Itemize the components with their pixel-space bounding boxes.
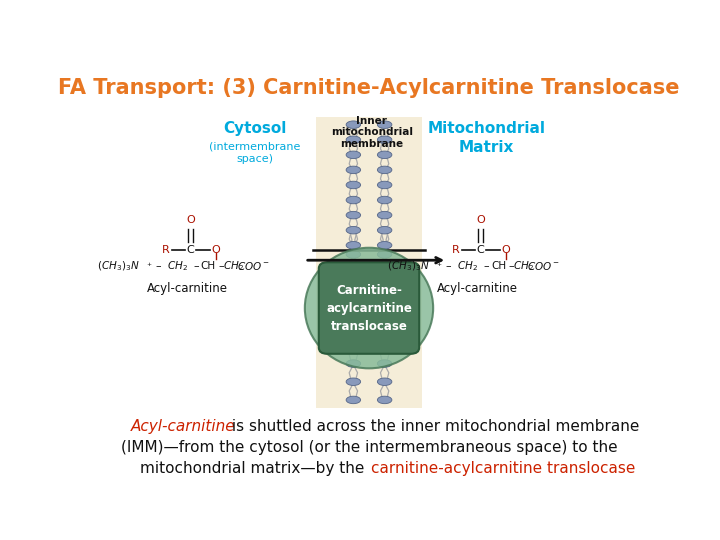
Text: O: O bbox=[186, 215, 195, 225]
Ellipse shape bbox=[346, 269, 361, 276]
Text: $(CH_3)_3N$: $(CH_3)_3N$ bbox=[387, 260, 429, 273]
Text: –: – bbox=[484, 261, 490, 272]
Ellipse shape bbox=[377, 396, 392, 404]
Text: Acyl-carnitine: Acyl-carnitine bbox=[437, 282, 518, 295]
Ellipse shape bbox=[346, 166, 361, 174]
Text: Acyl-carnitine: Acyl-carnitine bbox=[131, 419, 235, 434]
Text: –: – bbox=[194, 261, 199, 272]
Text: R: R bbox=[161, 245, 169, 255]
Ellipse shape bbox=[377, 181, 392, 188]
Ellipse shape bbox=[377, 269, 392, 276]
Ellipse shape bbox=[346, 378, 361, 386]
Text: (intermembrane
space): (intermembrane space) bbox=[209, 141, 300, 164]
Text: FA Transport: (3) Carnitine-Acylcarnitine Translocase: FA Transport: (3) Carnitine-Acylcarnitin… bbox=[58, 78, 680, 98]
Text: $COO^-$: $COO^-$ bbox=[527, 260, 560, 273]
Text: (IMM)—from the cytosol (or the intermembraneous space) to the: (IMM)—from the cytosol (or the intermemb… bbox=[121, 440, 617, 455]
Text: $CH_2$: $CH_2$ bbox=[513, 260, 534, 273]
Text: CH: CH bbox=[491, 261, 506, 272]
Ellipse shape bbox=[346, 136, 361, 144]
Ellipse shape bbox=[346, 211, 361, 219]
Text: Carnitine-
acylcarnitine
translocase: Carnitine- acylcarnitine translocase bbox=[326, 284, 412, 333]
Ellipse shape bbox=[346, 287, 361, 294]
Text: carnitine-acylcarnitine translocase: carnitine-acylcarnitine translocase bbox=[371, 462, 635, 476]
Text: –: – bbox=[156, 261, 161, 272]
Text: –: – bbox=[218, 261, 224, 272]
Ellipse shape bbox=[377, 121, 392, 129]
Ellipse shape bbox=[346, 342, 361, 349]
Ellipse shape bbox=[377, 323, 392, 331]
Ellipse shape bbox=[346, 197, 361, 204]
Text: $CH_2$: $CH_2$ bbox=[457, 260, 478, 273]
Ellipse shape bbox=[377, 151, 392, 159]
Ellipse shape bbox=[346, 181, 361, 188]
Text: $COO^-$: $COO^-$ bbox=[237, 260, 270, 273]
Ellipse shape bbox=[377, 251, 392, 258]
Ellipse shape bbox=[377, 211, 392, 219]
Ellipse shape bbox=[346, 396, 361, 404]
Ellipse shape bbox=[377, 360, 392, 367]
Text: $^+$: $^+$ bbox=[145, 262, 153, 271]
Ellipse shape bbox=[377, 378, 392, 386]
Ellipse shape bbox=[346, 151, 361, 159]
Text: Inner
mitochondrial
membrane: Inner mitochondrial membrane bbox=[330, 116, 413, 148]
Ellipse shape bbox=[346, 360, 361, 367]
Ellipse shape bbox=[377, 166, 392, 174]
Text: $(CH_3)_3N$: $(CH_3)_3N$ bbox=[96, 260, 139, 273]
Text: $^+$: $^+$ bbox=[435, 262, 443, 271]
Ellipse shape bbox=[305, 248, 433, 368]
Text: R: R bbox=[451, 245, 459, 255]
Ellipse shape bbox=[377, 287, 392, 294]
Text: Acyl-carnitine: Acyl-carnitine bbox=[147, 282, 228, 295]
Text: $CH_2$: $CH_2$ bbox=[223, 260, 244, 273]
Ellipse shape bbox=[346, 323, 361, 331]
Text: Mitochondrial
Matrix: Mitochondrial Matrix bbox=[427, 121, 545, 154]
Text: is shuttled across the inner mitochondrial membrane: is shuttled across the inner mitochondri… bbox=[227, 419, 639, 434]
Ellipse shape bbox=[377, 136, 392, 144]
Ellipse shape bbox=[346, 251, 361, 258]
Ellipse shape bbox=[377, 241, 392, 249]
Text: mitochondrial matrix—by the: mitochondrial matrix—by the bbox=[140, 462, 369, 476]
Ellipse shape bbox=[346, 241, 361, 249]
Ellipse shape bbox=[377, 305, 392, 313]
FancyBboxPatch shape bbox=[319, 262, 419, 354]
Text: $CH_2$: $CH_2$ bbox=[167, 260, 188, 273]
Ellipse shape bbox=[346, 305, 361, 313]
Text: –: – bbox=[446, 261, 451, 272]
Text: O: O bbox=[211, 245, 220, 255]
Text: C: C bbox=[186, 245, 194, 255]
Text: O: O bbox=[501, 245, 510, 255]
Text: CH: CH bbox=[201, 261, 216, 272]
Text: O: O bbox=[476, 215, 485, 225]
Ellipse shape bbox=[377, 197, 392, 204]
Ellipse shape bbox=[377, 342, 392, 349]
Text: Cytosol: Cytosol bbox=[223, 121, 287, 136]
Text: C: C bbox=[477, 245, 485, 255]
Text: –: – bbox=[508, 261, 514, 272]
Ellipse shape bbox=[346, 226, 361, 234]
Ellipse shape bbox=[377, 226, 392, 234]
Bar bbox=[316, 117, 422, 408]
Ellipse shape bbox=[346, 121, 361, 129]
